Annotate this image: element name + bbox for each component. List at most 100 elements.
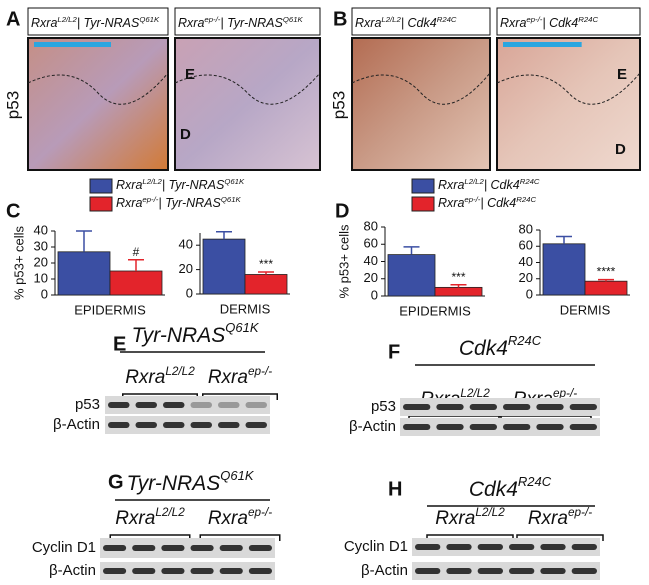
y-tick-label: 40 <box>364 253 378 268</box>
blot-band <box>415 544 441 550</box>
epidermis-border <box>351 72 491 105</box>
blot-strip <box>412 562 600 580</box>
error-bar <box>598 278 614 282</box>
blot-band <box>219 568 243 574</box>
panel-label: F <box>388 341 400 363</box>
group-label: RxraL2/L2 <box>115 506 185 529</box>
image-header-part: | Tyr-NRAS <box>77 16 140 30</box>
blot-band <box>540 568 566 574</box>
scale-bar <box>503 42 582 47</box>
row-label: β-Actin <box>49 562 96 579</box>
blot-strip <box>105 416 270 434</box>
blot-band <box>108 402 130 408</box>
blot-title: Cdk4R24C <box>459 333 542 360</box>
group-label-part: L2/L2 <box>460 387 490 400</box>
image-header-part: Q61K <box>283 15 304 24</box>
panel-ylabel: p53 <box>3 91 22 119</box>
micrograph <box>27 37 169 171</box>
header-box <box>496 7 641 36</box>
x-axis-label: DERMIS <box>560 302 611 317</box>
tissue-label: E <box>185 66 195 83</box>
image-header: RxraL2/L2| Cdk4R24C <box>355 15 457 31</box>
tissue-label: D <box>180 126 191 143</box>
blot-band <box>132 545 156 551</box>
bar <box>57 251 111 296</box>
legend-label-part: R24C <box>516 195 536 204</box>
blot-band <box>436 404 464 410</box>
blot-band <box>245 402 267 408</box>
significance-label: *** <box>259 257 273 271</box>
image-header-part: L2/L2 <box>381 15 401 24</box>
y-axis-label: % p53+ cells <box>336 224 351 299</box>
legend-label-part: Rxra <box>438 178 464 192</box>
group-label-part: ep-/- <box>553 387 577 400</box>
tissue-label: D <box>615 141 626 158</box>
legend-label: RxraL2/L2| Tyr-NRASQ61K <box>116 177 245 193</box>
bar <box>434 286 483 297</box>
blot-band <box>161 545 185 551</box>
row-label: p53 <box>75 396 100 413</box>
panel-label: B <box>333 8 347 30</box>
blot-title: Tyr-NRASQ61K <box>131 320 259 347</box>
bar <box>244 274 288 295</box>
blot-band <box>248 568 272 574</box>
image-header: Rxraep-/-| Tyr-NRASQ61K <box>178 15 304 31</box>
legend-label-part: Rxra <box>438 196 464 210</box>
y-tick-label: 0 <box>371 287 378 302</box>
blot-band <box>477 568 503 574</box>
bar <box>202 238 246 295</box>
panel-label: G <box>108 471 124 493</box>
blot-band <box>248 545 272 551</box>
blot-band <box>536 424 564 430</box>
blot-band <box>503 404 531 410</box>
blot-band <box>108 422 130 428</box>
bar <box>542 243 586 296</box>
row-label: β-Actin <box>361 562 408 579</box>
blot-band <box>569 404 597 410</box>
y-tick-label: 0 <box>526 286 533 301</box>
blot-title-part: Tyr-NRAS <box>126 472 220 495</box>
blot-band <box>190 545 214 551</box>
micrograph <box>496 37 641 171</box>
blot-band <box>190 422 212 428</box>
significance-label: # <box>133 245 140 259</box>
blot-band <box>135 402 157 408</box>
header-box <box>351 7 491 36</box>
legend-label-part: | Tyr-NRAS <box>158 196 221 210</box>
image-header-part: | Cdk4 <box>401 16 437 30</box>
legend-label-part: | Cdk4 <box>480 196 516 210</box>
blot-band <box>163 402 185 408</box>
y-tick-label: 40 <box>34 222 48 237</box>
blot-band <box>103 545 127 551</box>
bar <box>109 270 163 296</box>
image-header-part: Rxra <box>178 16 204 30</box>
blot-band <box>135 422 157 428</box>
blot-band <box>509 544 535 550</box>
blot-band <box>477 544 503 550</box>
blot-title: Cdk4R24C <box>469 474 552 501</box>
blot-band <box>245 422 267 428</box>
image-header-part: | Cdk4 <box>542 16 578 30</box>
group-label-part: L2/L2 <box>475 506 505 519</box>
blot-band <box>503 424 531 430</box>
error-bar <box>450 284 467 288</box>
image-header-part: Rxra <box>500 16 526 30</box>
legend-label: Rxraep-/-| Cdk4R24C <box>438 195 536 211</box>
image-header-part: ep-/- <box>204 15 220 24</box>
blot-band <box>571 544 597 550</box>
micrograph <box>351 37 491 171</box>
blot-band <box>218 422 240 428</box>
legend-label-part: L2/L2 <box>142 177 162 186</box>
y-tick-label: 40 <box>519 254 533 269</box>
significance-label: **** <box>597 265 616 279</box>
blot-band <box>469 404 497 410</box>
blot-band <box>540 544 566 550</box>
blot-band <box>536 404 564 410</box>
group-label-part: Rxra <box>528 508 568 529</box>
image-header-part: L2/L2 <box>57 15 77 24</box>
image-header-part: ep-/- <box>526 15 542 24</box>
blot-title-part: Tyr-NRAS <box>131 324 225 347</box>
panel-label: A <box>6 8 20 30</box>
image-header-part: Rxra <box>355 16 381 30</box>
